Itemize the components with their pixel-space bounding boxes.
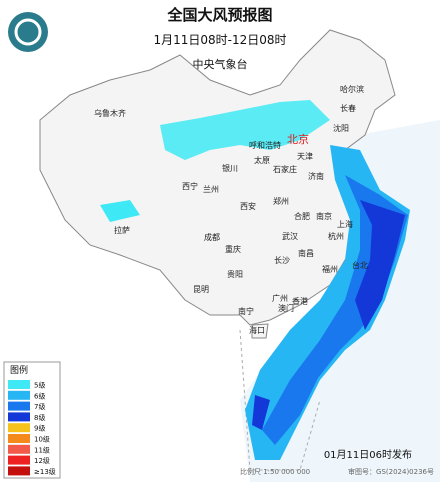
city: 银川 [222,163,238,173]
legend-label: 5级 [34,381,45,390]
city: 哈尔滨 [340,84,364,94]
city: 重庆 [225,244,241,254]
approval-number: 审图号：GS(2024)0236号 [348,467,434,476]
city: 南京 [316,211,332,221]
city: 呼和浩特 [249,140,281,150]
city: 福州 [322,265,338,274]
city: 太原 [254,155,270,165]
city: 海口 [249,325,265,335]
legend-label: ≥13级 [34,467,56,476]
legend-label: 8级 [34,413,45,422]
city: 香港 [292,296,308,306]
city: 广州 [272,293,288,303]
subtitle: 1月11日08时-12日08时 [153,33,286,47]
legend-swatch [8,412,30,422]
legend-label: 10级 [34,435,50,444]
legend-swatch [8,380,30,389]
legend-swatch [8,423,30,433]
city: 南宁 [238,306,254,316]
city: 沈阳 [333,123,349,133]
city: 上海 [337,219,353,229]
city: 西安 [240,201,256,211]
city: 兰州 [203,184,219,194]
hainan [251,323,269,339]
city: 南昌 [298,248,314,258]
city: 澳门 [278,303,294,313]
city: 乌鲁木齐 [94,108,126,118]
legend-swatch [8,401,30,411]
wind-8 [252,395,270,430]
city: 贵阳 [227,269,243,279]
legend-label: 11级 [34,445,50,454]
city: 长春 [340,103,356,113]
legend-label: 7级 [34,402,45,411]
title: 全国大风预报图 [166,6,272,24]
city: 拉萨 [114,225,130,235]
city: 长沙 [274,255,290,265]
legend-swatch [8,434,30,443]
legend-swatch [8,444,30,454]
city: 石家庄 [273,164,297,174]
city: 成都 [204,232,220,242]
city: 济南 [308,171,324,181]
wind-8 [355,200,405,330]
logo [14,18,42,46]
city: 武汉 [282,231,298,241]
city: 昆明 [193,285,209,294]
legend-swatch [8,455,30,465]
city: 北京 [287,132,309,146]
legend-swatch [8,466,30,476]
issue-time: 01月11日06时发布 [324,448,412,461]
city: 西宁 [182,181,198,191]
city: 天津 [297,151,313,161]
scale: 比例尺 1:50 000 000 [240,467,310,476]
legend-label: 9级 [34,424,45,433]
city: 合肥 [294,211,310,221]
legend-swatch [8,390,30,400]
issuer: 中央气象台 [193,57,248,71]
legend-label: 12级 [34,456,50,465]
city: 郑州 [273,196,289,206]
wind-5 [160,100,330,160]
logo [8,12,48,52]
city-labels: 乌鲁木齐 哈尔滨 长春 沈阳 呼和浩特 北京 天津 太原 石家庄 银川 济南 西… [94,84,368,335]
city: 台北 [352,260,368,270]
legend-title: 图例 [10,364,28,376]
legend-label: 6级 [34,391,45,400]
city: 杭州 [328,231,344,241]
wind-5 [100,200,140,222]
